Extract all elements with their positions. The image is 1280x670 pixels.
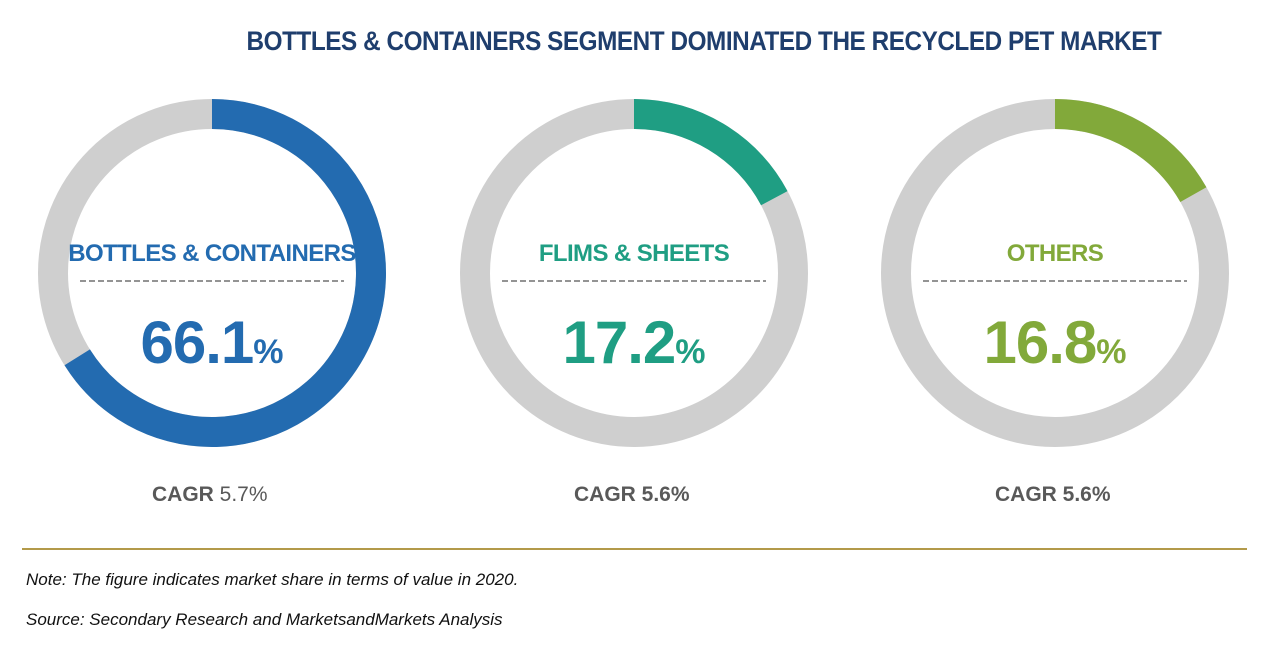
cagr-flims-and-sheets: CAGR 5.6% bbox=[574, 483, 690, 506]
cagr-bottles-and-containers: CAGR 5.7% bbox=[152, 483, 268, 506]
footnote-source: Source: Secondary Research and Marketsan… bbox=[26, 610, 503, 629]
donut-flims-and-sheets: FLIMS & SHEETS 17.2% CAGR 5.6% bbox=[460, 99, 808, 506]
segment-value-bottles-and-containers: 66.1% bbox=[140, 309, 283, 376]
donut-charts: BOTTLES & CONTAINERS 66.1% CAGR 5.7% FLIMS … bbox=[38, 99, 1229, 506]
cagr-others: CAGR 5.6% bbox=[995, 483, 1111, 506]
donut-bottles-and-containers: BOTTLES & CONTAINERS 66.1% CAGR 5.7% bbox=[38, 99, 386, 506]
donut-arc-others bbox=[1054, 99, 1207, 203]
segment-value-flims-and-sheets: 17.2% bbox=[562, 309, 705, 376]
segment-label-bottles-and-containers: BOTTLES & CONTAINERS bbox=[68, 240, 356, 267]
donut-arc-bottles-and-containers bbox=[64, 99, 386, 447]
footnote-note: Note: The figure indicates market share … bbox=[26, 570, 519, 589]
segment-value-others: 16.8% bbox=[983, 309, 1126, 376]
donut-arc-flims-and-sheets bbox=[633, 99, 788, 206]
segment-label-others: OTHERS bbox=[1007, 240, 1104, 267]
footer-divider bbox=[22, 548, 1247, 550]
segment-label-flims-and-sheets: FLIMS & SHEETS bbox=[539, 240, 730, 267]
chart-title: BOTTLES & CONTAINERS SEGMENT DOMINATED T… bbox=[246, 26, 1162, 56]
donut-others: OTHERS 16.8% CAGR 5.6% bbox=[881, 99, 1229, 506]
